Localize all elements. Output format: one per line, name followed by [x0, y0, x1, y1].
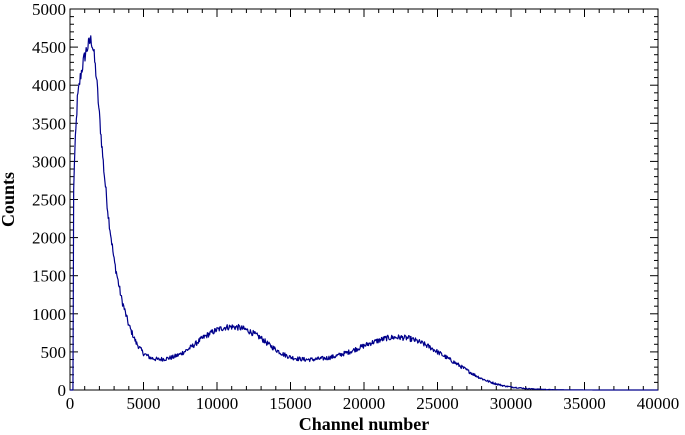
y-tick-label: 500 — [41, 343, 67, 362]
y-tick-label: 3500 — [32, 114, 66, 133]
x-axis-title: Channel number — [299, 414, 430, 434]
y-tick-label: 1000 — [32, 305, 66, 324]
y-tick-label: 0 — [58, 381, 67, 400]
y-axis-title: Counts — [0, 172, 18, 227]
x-tick-label: 10000 — [196, 394, 239, 413]
y-tick-label: 2000 — [32, 229, 66, 248]
y-tick-label: 4000 — [32, 76, 66, 95]
x-tick-label: 40000 — [637, 394, 680, 413]
x-tick-label: 15000 — [269, 394, 312, 413]
spectrum-line — [69, 35, 659, 391]
series-group — [69, 35, 659, 391]
x-tick-label: 20000 — [343, 394, 386, 413]
y-tick-label: 2500 — [32, 191, 66, 210]
plot-area — [69, 8, 659, 391]
x-tick-label: 0 — [66, 394, 75, 413]
x-tick-label: 25000 — [416, 394, 459, 413]
x-tick-label: 35000 — [563, 394, 606, 413]
y-tick-label: 5000 — [32, 0, 66, 19]
plot-frame — [69, 8, 659, 391]
x-axis: 0 5000 10000 15000 20000 25000 30000 35000 40000 — [66, 9, 680, 413]
x-tick-label: 30000 — [490, 394, 533, 413]
x-tick-label: 5000 — [127, 394, 161, 413]
y-tick-label: 3000 — [32, 152, 66, 171]
y-tick-label: 1500 — [32, 267, 66, 286]
y-tick-label: 4500 — [32, 38, 66, 57]
